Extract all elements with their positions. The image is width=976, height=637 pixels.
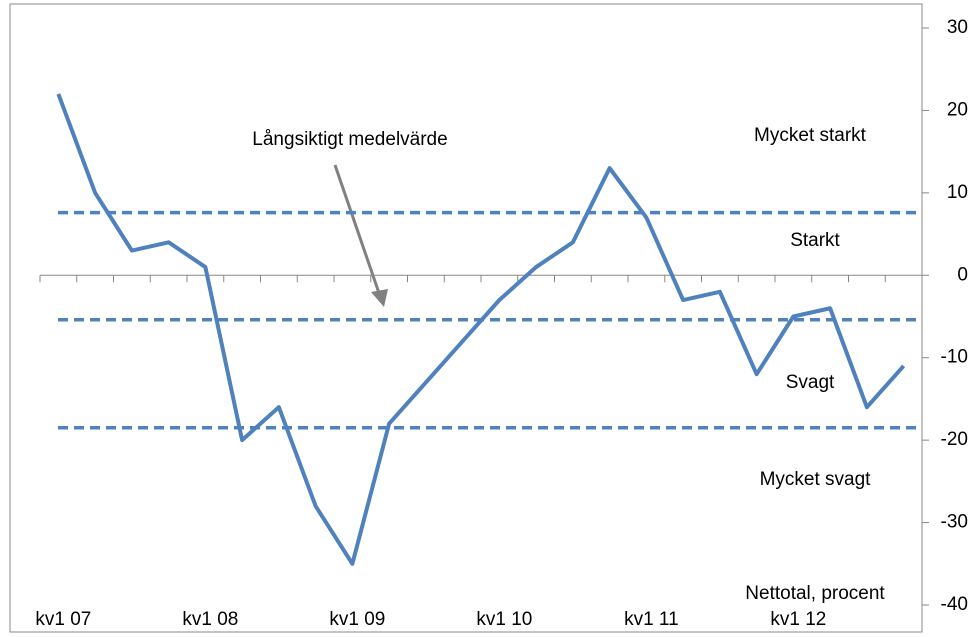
- series-label: Nettotal, procent: [745, 583, 885, 604]
- arrow-head: [371, 289, 388, 307]
- plot-frame: [9, 3, 923, 633]
- y-tick-label: 30: [947, 17, 968, 38]
- x-tick-label: kv1 08: [182, 609, 238, 630]
- y-tick-label: -10: [941, 347, 968, 368]
- x-tick-label: kv1 12: [770, 609, 826, 630]
- x-tick-label: kv1 09: [329, 609, 385, 630]
- x-tick-label: kv1 10: [476, 609, 532, 630]
- zone-label: Mycket svagt: [760, 469, 872, 490]
- data-line: [56, 93, 906, 566]
- x-tick-label: kv1 07: [35, 609, 91, 630]
- y-tick-label: -30: [941, 512, 968, 533]
- y-tick-label: -20: [941, 429, 968, 450]
- y-tick-label: 10: [947, 182, 968, 203]
- zone-label: Starkt: [790, 230, 840, 251]
- zone-label: Svagt: [786, 372, 835, 393]
- arrow: [333, 164, 382, 297]
- x-tick-label: kv1 11: [624, 609, 679, 630]
- y-tick-label: 20: [947, 99, 968, 120]
- zone-label: Mycket starkt: [754, 125, 867, 146]
- annotation: Långsiktigt medelvärde: [252, 129, 447, 150]
- y-tick-label: 0: [957, 264, 968, 285]
- y-tick-label: -40: [941, 594, 968, 615]
